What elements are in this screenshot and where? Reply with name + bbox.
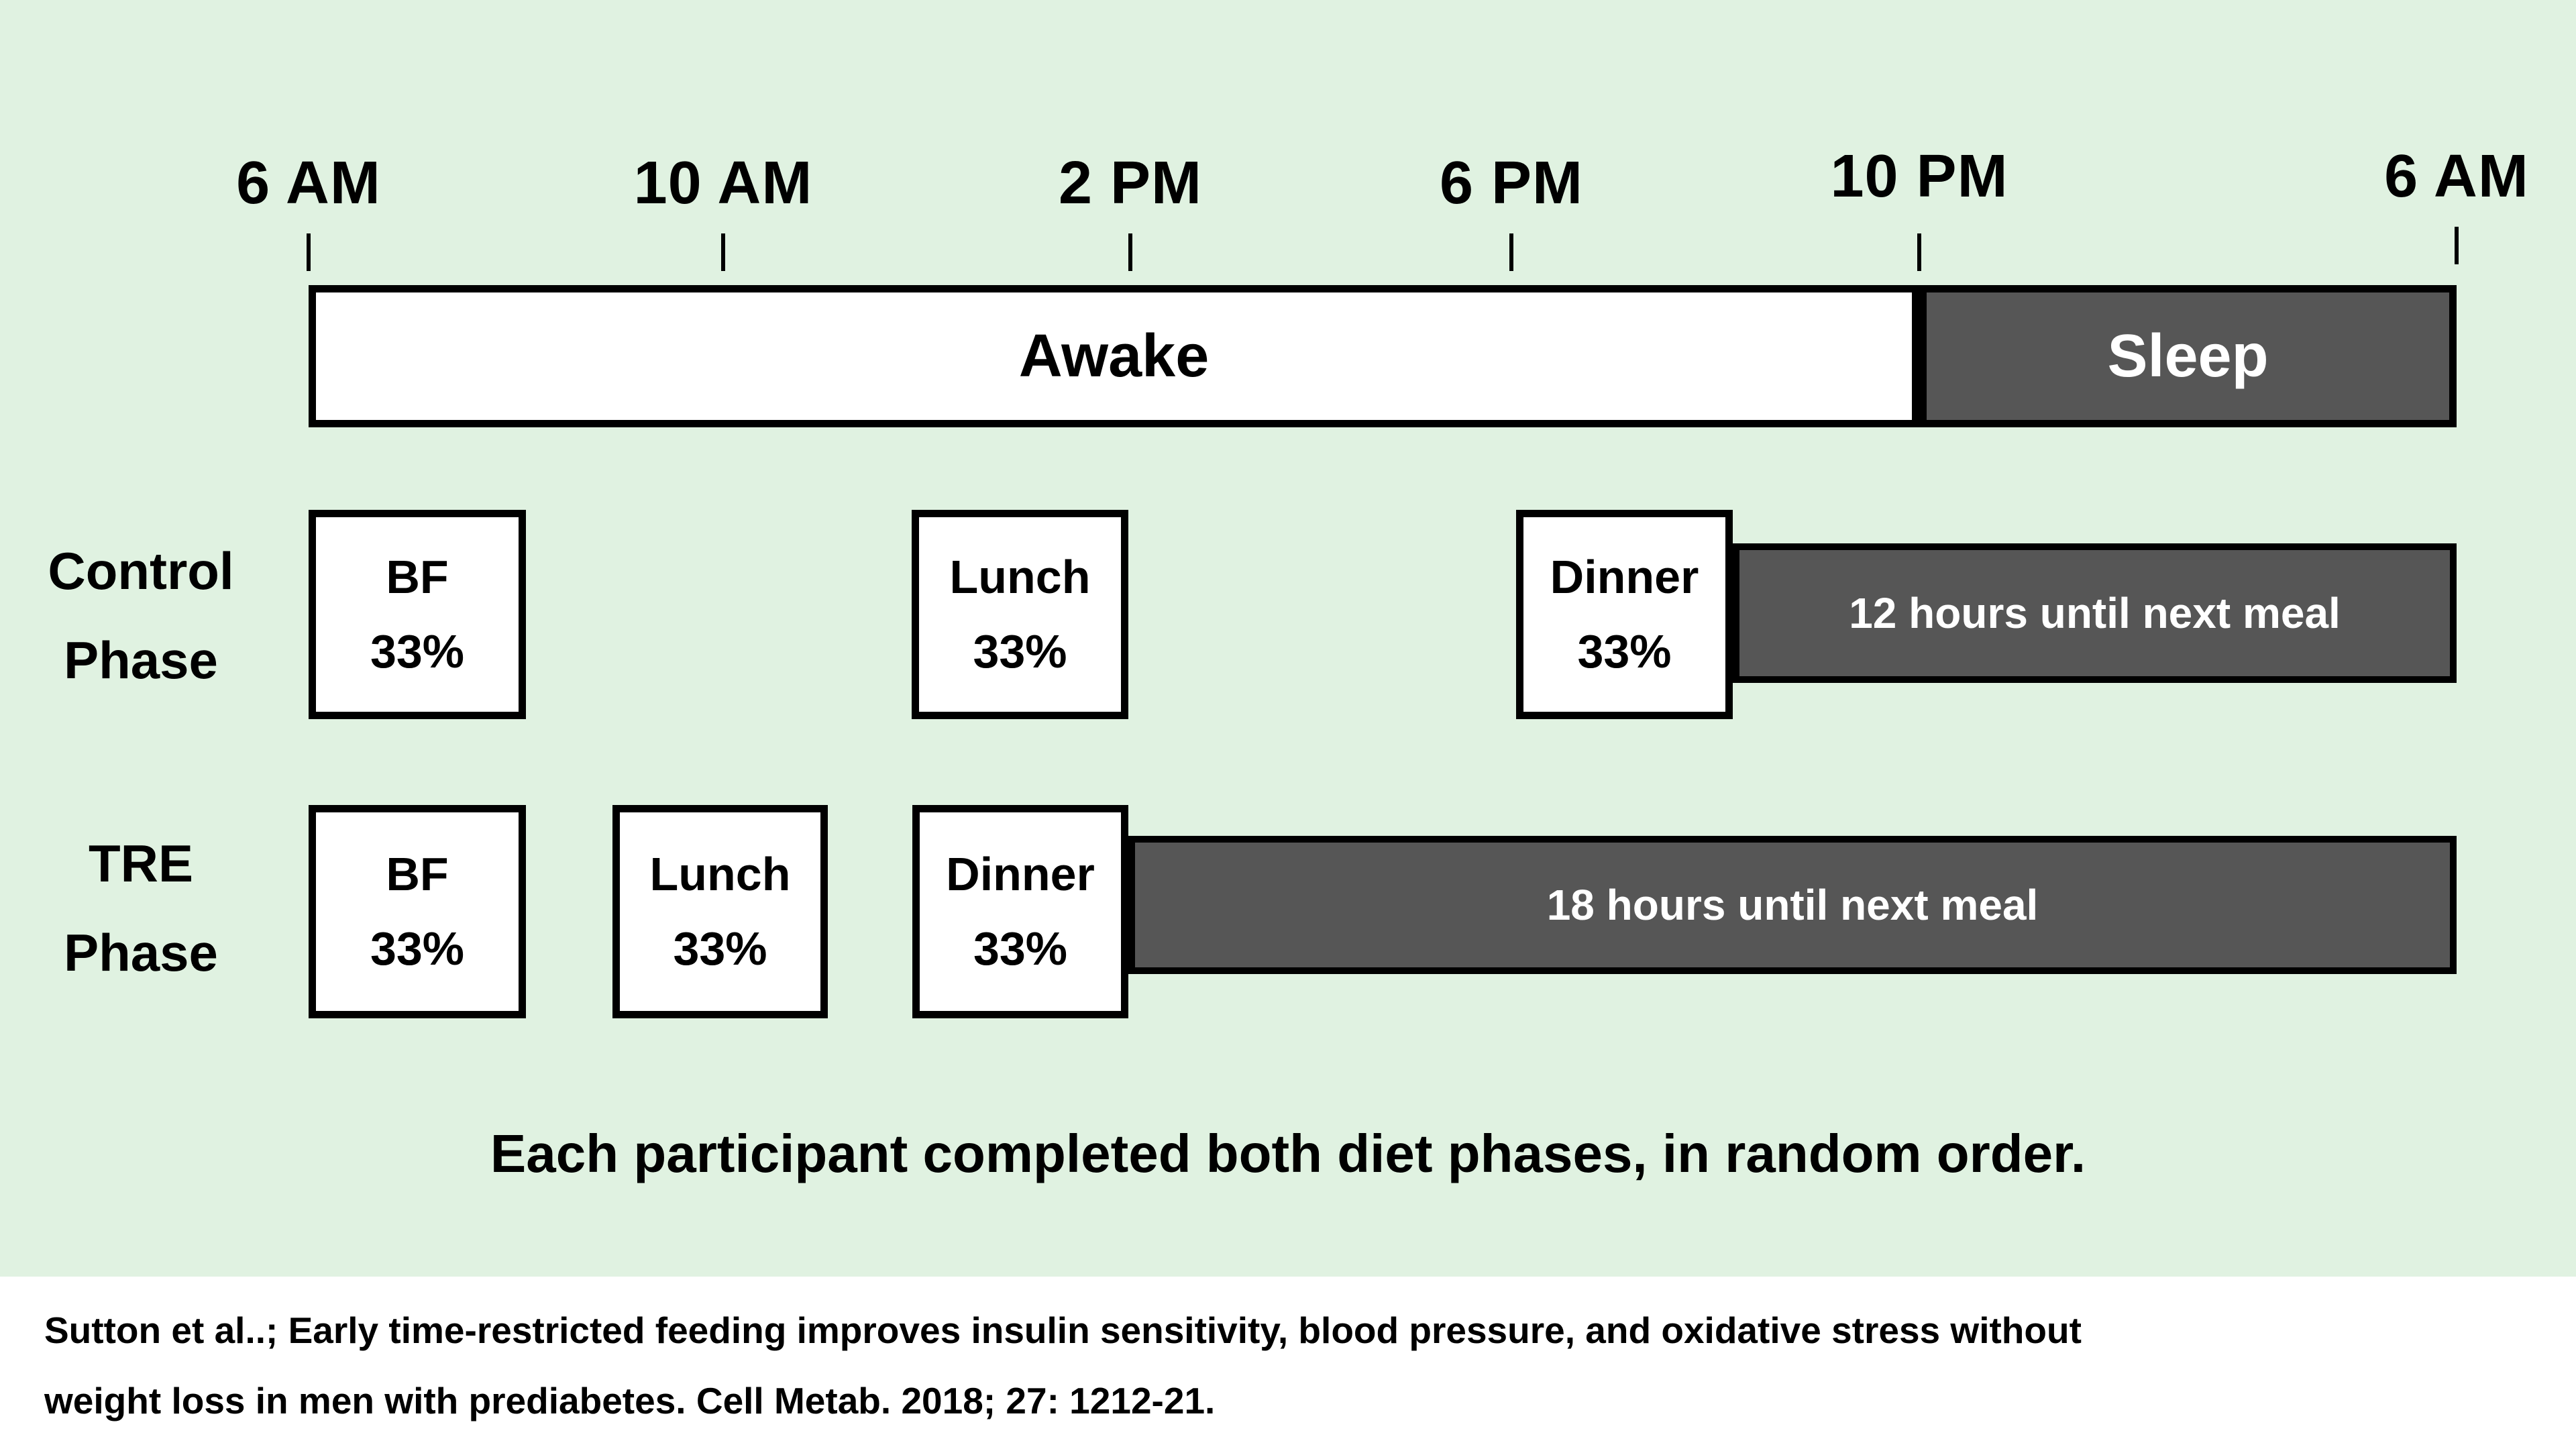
control-fasting-label: 12 hours until next meal	[1849, 589, 2341, 637]
control-lunch-name: Lunch	[949, 550, 1091, 603]
control-breakfast-pct: 33%	[370, 625, 465, 678]
control-lunch-pct: 33%	[973, 625, 1067, 678]
time-label-10pm: 10 PM	[1830, 143, 2008, 210]
tre-dinner-pct: 33%	[973, 922, 1068, 975]
tre-phase-label: TRE Phase	[13, 837, 268, 979]
awake-label: Awake	[1018, 322, 1210, 390]
tick-mark-2pm	[1128, 233, 1132, 271]
time-label-2pm: 2 PM	[1058, 150, 1203, 217]
tre-fasting-bar: 18 hours until next meal	[1128, 836, 2457, 974]
control-phase-label: Control Phase	[13, 545, 268, 686]
time-label-6am-end: 6 AM	[2384, 143, 2529, 210]
tre-dinner-box: Dinner 33%	[912, 805, 1128, 1018]
control-breakfast-name: BF	[386, 550, 449, 603]
control-phase-label-line2: Phase	[64, 631, 218, 690]
time-label-6am: 6 AM	[236, 150, 381, 217]
time-label-6pm: 6 PM	[1439, 150, 1584, 217]
tre-lunch-box: Lunch 33%	[612, 805, 828, 1018]
tick-mark-6am	[307, 233, 311, 271]
citation-line2: weight loss in men with prediabetes. Cel…	[44, 1379, 1216, 1421]
sleep-label: Sleep	[2107, 322, 2269, 390]
tick-mark-6pm	[1509, 233, 1513, 271]
control-dinner-name: Dinner	[1550, 550, 1699, 603]
tick-mark-10pm	[1917, 233, 1921, 271]
tre-breakfast-pct: 33%	[370, 922, 465, 975]
figure-caption: Each participant completed both diet pha…	[490, 1124, 2086, 1183]
tre-phase-label-line2: Phase	[64, 923, 218, 982]
citation-footer: Sutton et al..; Early time-restricted fe…	[0, 1277, 2576, 1449]
tre-lunch-pct: 33%	[673, 922, 767, 975]
control-dinner-box: Dinner 33%	[1516, 510, 1733, 719]
tre-breakfast-box: BF 33%	[309, 805, 526, 1018]
tre-phase-label-line1: TRE	[89, 834, 193, 893]
time-label-10am: 10 AM	[633, 150, 813, 217]
tre-dinner-name: Dinner	[946, 847, 1095, 900]
tre-fasting-label: 18 hours until next meal	[1546, 881, 2039, 929]
control-fasting-bar: 12 hours until next meal	[1733, 543, 2457, 683]
tick-mark-10am	[721, 233, 725, 271]
tre-lunch-name: Lunch	[649, 847, 791, 900]
tick-mark-6am-end	[2455, 227, 2459, 264]
tre-breakfast-name: BF	[386, 847, 449, 900]
control-dinner-pct: 33%	[1577, 625, 1672, 678]
sleep-bar: Sleep	[1919, 285, 2457, 427]
awake-bar: Awake	[309, 285, 1919, 427]
control-phase-label-line1: Control	[48, 541, 234, 600]
control-lunch-box: Lunch 33%	[912, 510, 1128, 719]
control-breakfast-box: BF 33%	[309, 510, 526, 719]
citation-line1: Sutton et al..; Early time-restricted fe…	[44, 1309, 2082, 1351]
